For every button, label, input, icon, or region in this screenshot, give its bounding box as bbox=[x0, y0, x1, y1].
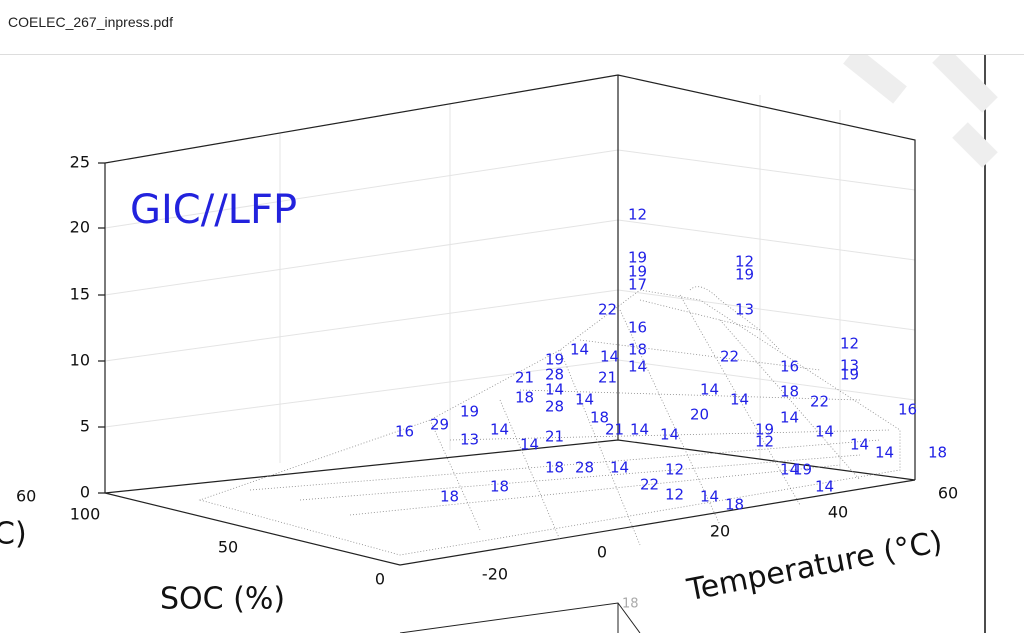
point-label: 19 bbox=[628, 263, 647, 281]
surface-mesh bbox=[198, 286, 901, 556]
point-label: 14 bbox=[570, 341, 589, 359]
z-tick-label: 5 bbox=[80, 417, 90, 436]
point-label: 12 bbox=[755, 433, 774, 451]
point-label: 14 bbox=[600, 348, 619, 366]
point-label: 14 bbox=[628, 358, 647, 376]
temp-tick-label: 0 bbox=[597, 543, 607, 562]
point-label: 22 bbox=[810, 393, 829, 411]
point-label: 19 bbox=[793, 461, 812, 479]
point-label: 28 bbox=[575, 459, 594, 477]
point-label: 18 bbox=[780, 383, 799, 401]
viewer-header: COELEC_267_inpress.pdf bbox=[0, 0, 1024, 55]
point-label: 22 bbox=[640, 476, 659, 494]
point-label: 16 bbox=[628, 319, 647, 337]
point-label: 21 bbox=[545, 428, 564, 446]
z-tick-label: 15 bbox=[70, 285, 90, 304]
point-label: 13 bbox=[735, 301, 754, 319]
point-label: 19 bbox=[545, 351, 564, 369]
temp-tick-label: 40 bbox=[828, 503, 848, 522]
z-tick-label: 10 bbox=[70, 351, 90, 370]
point-label: 12 bbox=[665, 461, 684, 479]
point-label: 18 bbox=[515, 389, 534, 407]
temp-tick-label: 20 bbox=[710, 522, 730, 541]
point-label: 14 bbox=[610, 459, 629, 477]
bottom-partial: 18 bbox=[622, 597, 639, 612]
point-label: 13 bbox=[460, 431, 479, 449]
point-label: 12 bbox=[628, 206, 647, 224]
point-label: 20 bbox=[690, 406, 709, 424]
point-label: 12 bbox=[665, 486, 684, 504]
watermark bbox=[843, 55, 998, 168]
point-label: 14 bbox=[700, 381, 719, 399]
point-label: 14 bbox=[520, 436, 539, 454]
soc-tick-label: 50 bbox=[218, 538, 238, 557]
point-label: 18 bbox=[628, 341, 647, 359]
point-label: 14 bbox=[575, 391, 594, 409]
point-label: 17 bbox=[628, 276, 647, 294]
point-label: 14 bbox=[545, 381, 564, 399]
point-label: 12 bbox=[735, 253, 754, 271]
left-partial-tick: 60 bbox=[16, 487, 36, 506]
point-label: 18 bbox=[725, 496, 744, 514]
point-label: 16 bbox=[780, 358, 799, 376]
next-figure-edge bbox=[399, 602, 641, 633]
point-label: 19 bbox=[840, 366, 859, 384]
point-label: 28 bbox=[545, 366, 564, 384]
point-label: 14 bbox=[780, 409, 799, 427]
soc-tick-label: 0 bbox=[375, 570, 385, 589]
soc-axis-label: SOC (%) bbox=[160, 582, 285, 617]
point-label: 19 bbox=[755, 421, 774, 439]
point-label: 21 bbox=[605, 421, 624, 439]
point-label: 16 bbox=[898, 401, 917, 419]
point-label: 28 bbox=[545, 398, 564, 416]
point-label: 22 bbox=[720, 348, 739, 366]
point-label: 18 bbox=[490, 478, 509, 496]
point-label: 13 bbox=[840, 357, 859, 375]
point-label: 21 bbox=[515, 369, 534, 387]
figure-label: GIC//LFP bbox=[130, 187, 297, 233]
point-label: 18 bbox=[928, 444, 947, 462]
soc-tick-label: 100 bbox=[70, 505, 101, 524]
z-tick-label: 20 bbox=[70, 218, 90, 237]
point-label: 14 bbox=[630, 421, 649, 439]
point-label: 14 bbox=[730, 391, 749, 409]
left-partial-label: C) bbox=[0, 517, 27, 552]
point-label: 19 bbox=[735, 266, 754, 284]
point-label: 14 bbox=[660, 426, 679, 444]
temp-tick-label: 60 bbox=[938, 484, 958, 503]
point-label: 18 bbox=[590, 409, 609, 427]
point-label: 19 bbox=[460, 403, 479, 421]
point-label: 14 bbox=[490, 421, 509, 439]
z-tick-label: 0 bbox=[80, 483, 90, 502]
point-label: 14 bbox=[850, 436, 869, 454]
point-label: 14 bbox=[815, 423, 834, 441]
point-label: 29 bbox=[430, 416, 449, 434]
point-label: 14 bbox=[780, 461, 799, 479]
figure-bg bbox=[0, 55, 984, 633]
point-label: 21 bbox=[598, 369, 617, 387]
point-label: 22 bbox=[598, 301, 617, 319]
point-label: 14 bbox=[875, 444, 894, 462]
point-label: 18 bbox=[545, 459, 564, 477]
z-tick-label: 25 bbox=[70, 153, 90, 172]
point-label: 19 bbox=[628, 249, 647, 267]
axes-box bbox=[98, 74, 916, 566]
point-label: 18 bbox=[440, 488, 459, 506]
point-label: 14 bbox=[700, 488, 719, 506]
figure: GIC//LFP SOC (%) Temperature (°C) 60 C) … bbox=[0, 55, 998, 633]
point-label: 12 bbox=[840, 335, 859, 353]
temp-tick-label: -20 bbox=[482, 565, 508, 584]
point-label: 14 bbox=[815, 478, 834, 496]
point-label: 16 bbox=[395, 423, 414, 441]
file-title: COELEC_267_inpress.pdf bbox=[8, 14, 173, 30]
